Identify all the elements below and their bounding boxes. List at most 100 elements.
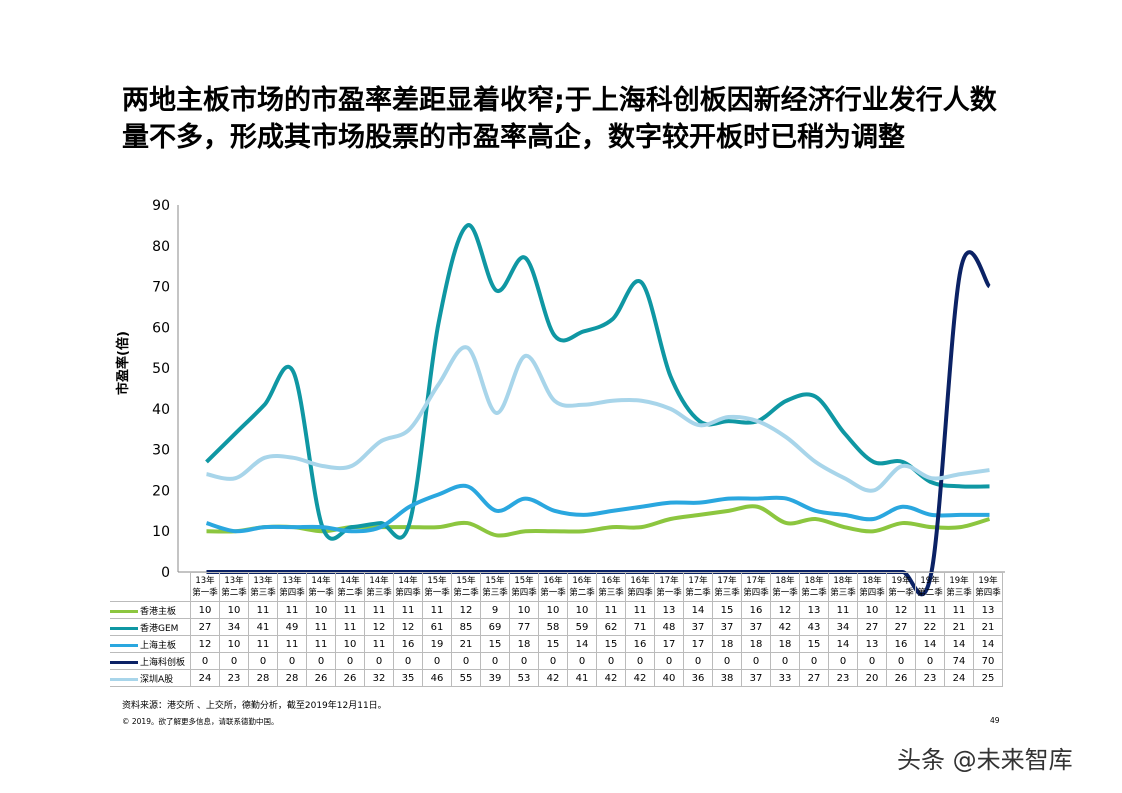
data-label: 11 [944, 601, 974, 619]
data-label: 37 [741, 618, 771, 636]
y-tick-label: 50 [152, 361, 170, 377]
data-label: 11 [277, 635, 307, 653]
category-label: 14年 第四季 [393, 572, 423, 602]
category-label: 16年 第三季 [596, 572, 626, 602]
data-label: 0 [886, 652, 916, 670]
data-label: 0 [857, 652, 887, 670]
category-label: 19年 第三季 [944, 572, 974, 602]
copyright: © 2019。欲了解更多信息，请联系德勤中国。 [122, 717, 279, 726]
table-corner [110, 573, 191, 602]
data-label: 14 [944, 635, 974, 653]
data-label: 0 [451, 652, 481, 670]
data-label: 69 [480, 618, 510, 636]
data-label: 11 [364, 601, 394, 619]
series-line-上海科创板 [206, 250, 992, 597]
data-label: 53 [509, 669, 539, 687]
data-label: 74 [944, 652, 974, 670]
data-label: 10 [509, 601, 539, 619]
data-label: 10 [219, 635, 249, 653]
data-label: 61 [422, 618, 452, 636]
y-tick-label: 20 [152, 483, 170, 499]
data-label: 59 [567, 618, 597, 636]
data-label: 10 [857, 601, 887, 619]
category-label: 14年 第一季 [306, 572, 336, 602]
data-label: 34 [828, 618, 858, 636]
data-label: 15 [538, 635, 568, 653]
data-label: 15 [712, 601, 742, 619]
data-label: 0 [770, 652, 800, 670]
data-label: 13 [799, 601, 829, 619]
table-row: 上海科创板 0 0 0 0 0 0 0 0 0 0 0 0 0 0 0 0 0 0 0 0 0 0 0 0 0 0 74 70 [110, 652, 1003, 670]
data-label: 77 [509, 618, 539, 636]
category-label: 16年 第二季 [567, 572, 597, 602]
table-row: 香港主板 10 10 11 11 10 11 11 11 11 12 9 10 10 10 11 11 13 14 1… [110, 601, 1003, 619]
data-label: 26 [335, 669, 365, 687]
data-label: 11 [364, 635, 394, 653]
data-label: 11 [596, 601, 626, 619]
y-tick-label: 70 [152, 280, 170, 296]
data-label: 0 [596, 652, 626, 670]
data-label: 0 [190, 652, 220, 670]
data-label: 9 [480, 601, 510, 619]
data-label: 42 [770, 618, 800, 636]
data-label: 15 [596, 635, 626, 653]
data-label: 37 [683, 618, 713, 636]
data-label: 58 [538, 618, 568, 636]
data-label: 26 [886, 669, 916, 687]
category-label: 16年 第四季 [625, 572, 655, 602]
data-label: 34 [219, 618, 249, 636]
data-label: 42 [596, 669, 626, 687]
data-label: 0 [712, 652, 742, 670]
data-label: 35 [393, 669, 423, 687]
data-label: 41 [567, 669, 597, 687]
data-label: 46 [422, 669, 452, 687]
category-label: 17年 第二季 [683, 572, 713, 602]
data-label: 11 [277, 601, 307, 619]
series-line-香港GEM [205, 223, 990, 541]
category-label: 13年 第一季 [190, 572, 220, 602]
data-label: 15 [799, 635, 829, 653]
data-label: 12 [886, 601, 916, 619]
data-label: 10 [190, 601, 220, 619]
data-label: 25 [973, 669, 1003, 687]
data-label: 16 [741, 601, 771, 619]
data-label: 0 [799, 652, 829, 670]
data-label: 11 [248, 601, 278, 619]
data-label: 0 [422, 652, 452, 670]
data-label: 24 [944, 669, 974, 687]
data-label: 22 [915, 618, 945, 636]
data-label: 16 [625, 635, 655, 653]
data-label: 39 [480, 669, 510, 687]
data-label: 18 [741, 635, 771, 653]
data-label: 0 [915, 652, 945, 670]
y-tick-label: 0 [161, 565, 170, 581]
legend-swatch [110, 626, 138, 630]
legend-swatch [110, 677, 138, 681]
data-label: 11 [915, 601, 945, 619]
data-label: 12 [451, 601, 481, 619]
data-label: 0 [277, 652, 307, 670]
data-label: 27 [190, 618, 220, 636]
data-label: 41 [248, 618, 278, 636]
category-label: 19年 第四季 [973, 572, 1003, 602]
data-label: 21 [944, 618, 974, 636]
category-label: 15年 第三季 [480, 572, 510, 602]
data-label: 0 [306, 652, 336, 670]
data-label: 28 [248, 669, 278, 687]
data-label: 0 [509, 652, 539, 670]
data-label: 10 [567, 601, 597, 619]
data-label: 0 [683, 652, 713, 670]
legend-entry: 香港主板 [110, 601, 191, 619]
source-note: 资料来源：港交所 、上交所，德勤分析，截至2019年12月11日。 [122, 701, 387, 711]
data-label: 36 [683, 669, 713, 687]
data-label: 85 [451, 618, 481, 636]
data-label: 11 [828, 601, 858, 619]
data-label: 14 [828, 635, 858, 653]
data-label: 0 [538, 652, 568, 670]
category-label: 18年 第二季 [799, 572, 829, 602]
data-label: 0 [335, 652, 365, 670]
data-label: 71 [625, 618, 655, 636]
data-label: 55 [451, 669, 481, 687]
page-title: 两地主板市场的市盈率差距显着收窄;于上海科创板因新经济行业发行人数量不多，形成其… [122, 85, 997, 153]
data-label: 42 [538, 669, 568, 687]
